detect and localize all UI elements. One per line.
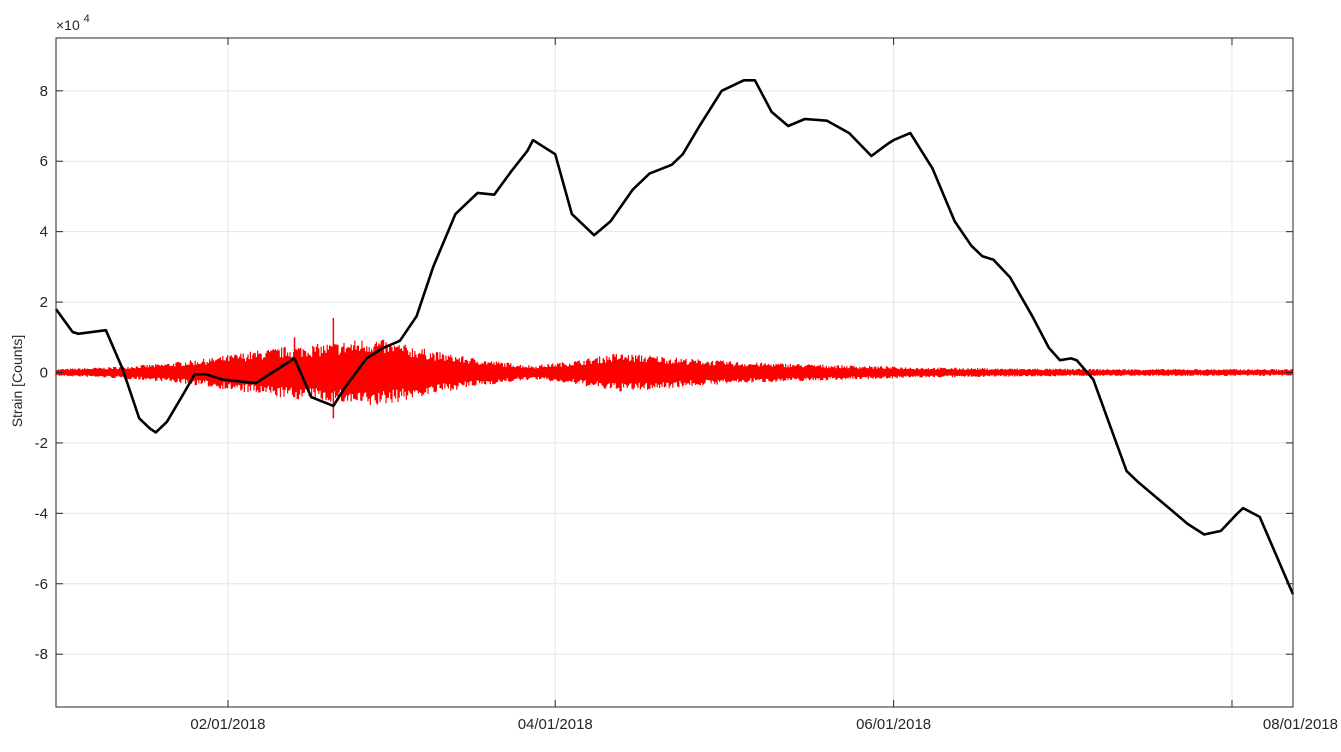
y-axis-label: Strain [Counts]	[9, 335, 25, 428]
y-tick-label: 8	[40, 83, 48, 100]
y-tick-label: 2	[40, 294, 48, 311]
y-tick-label: 6	[40, 153, 48, 170]
x-tick-label: 04/01/2018	[518, 716, 593, 733]
x-tick-label: 02/01/2018	[190, 716, 265, 733]
axes: -8 -6 -4 -2 0 2 4 6 8 02/01/2018 04/01/2018 06/01/2…	[35, 37, 1338, 733]
y-axis-multiplier-exponent: 4	[84, 13, 90, 25]
y-tick-label: 4	[40, 224, 48, 241]
y-tick-label: -8	[35, 646, 48, 663]
black-series-line	[54, 79, 1295, 595]
x-tick-label: 06/01/2018	[856, 716, 931, 733]
x-tick-label: 08/01/2018	[1263, 716, 1338, 733]
y-axis-multiplier-base: ×10	[56, 17, 80, 33]
y-tick-label: 0	[40, 365, 48, 382]
y-tick-label: -6	[35, 576, 48, 593]
axes-box	[55, 37, 1294, 708]
y-tick-label: -4	[35, 505, 48, 522]
y-tick-label: -2	[35, 435, 48, 452]
y-axis-multiplier: ×10 4	[56, 13, 90, 33]
